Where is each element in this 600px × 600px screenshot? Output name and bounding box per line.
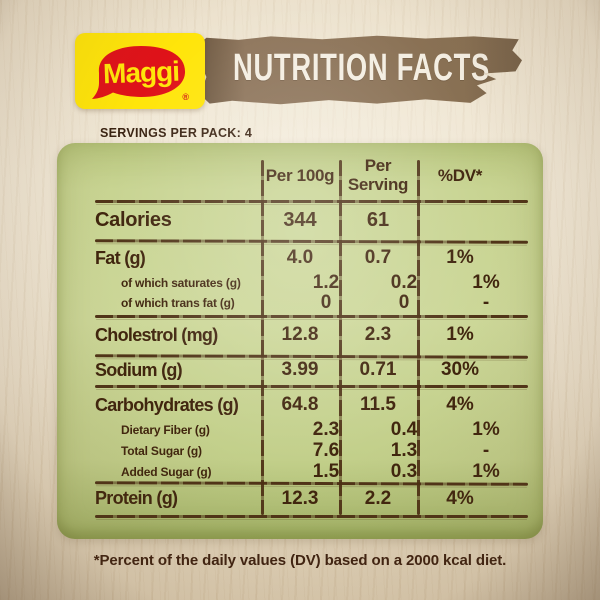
table-row: Calories 344 61 — [57, 200, 543, 240]
row-label: Calories — [95, 208, 172, 231]
grid-line-horizontal — [95, 315, 528, 318]
value-dv: 30% — [440, 359, 480, 380]
row-label: Fat (g) — [95, 247, 146, 268]
value-per-100g: 0 — [320, 292, 332, 313]
table-row: Dietary Fiber (g) 2.3 0.4 1% — [57, 419, 543, 441]
grid-line-vertical — [417, 160, 420, 515]
table-row: Protein (g) 12.3 2.2 4% — [57, 482, 543, 515]
title-banner: NUTRITION FACTS — [200, 35, 522, 105]
page-title: NUTRITION FACTS — [232, 47, 490, 89]
table-row: of which saturates (g) 1.2 0.2 1% — [57, 272, 543, 294]
value-per-100g: 3.99 — [281, 359, 319, 380]
value-per-serving: 0.7 — [364, 247, 392, 268]
value-dv: - — [482, 292, 490, 313]
value-per-100g: 1.5 — [312, 461, 340, 482]
value-per-serving: 0.3 — [390, 461, 418, 482]
value-dv: 1% — [472, 419, 500, 440]
table-row: Added Sugar (g) 1.5 0.3 1% — [57, 461, 543, 483]
grid-line-horizontal — [95, 385, 528, 388]
table-row: Fat (g) 4.0 0.7 1% — [57, 243, 543, 273]
nutrition-table-panel: Per 100g Per Serving %DV* Calories 344 61 F… — [57, 143, 543, 539]
column-header-dv: %DV* — [437, 165, 483, 185]
value-dv: 1% — [472, 461, 500, 482]
value-per-100g: 344 — [283, 208, 317, 231]
row-label: of which saturates (g) — [121, 276, 241, 290]
value-per-serving: 2.2 — [364, 487, 392, 509]
value-dv: - — [482, 440, 490, 461]
value-per-serving: 0.71 — [359, 359, 397, 380]
servings-per-pack-label: SERVINGS PER PACK: 4 — [100, 126, 253, 140]
column-header-per-serving: Per Serving — [347, 156, 409, 194]
row-label: Protein (g) — [95, 488, 178, 508]
column-header-per-100g: Per 100g — [265, 165, 335, 185]
value-per-serving: 61 — [366, 208, 390, 231]
grid-line-horizontal — [95, 200, 528, 203]
value-per-serving: 0.4 — [390, 419, 418, 440]
value-per-serving: 0.2 — [390, 272, 418, 293]
value-per-100g: 1.2 — [312, 272, 340, 293]
maggi-blob-icon: Maggi — [92, 46, 186, 99]
value-dv: 1% — [446, 247, 474, 268]
maggi-logo: Maggi ® — [75, 33, 205, 109]
value-per-100g: 12.8 — [281, 324, 319, 345]
row-label: of which trans fat (g) — [121, 296, 235, 310]
value-dv: 1% — [472, 272, 500, 293]
grid-line-horizontal — [95, 515, 528, 518]
value-per-serving: 11.5 — [360, 394, 396, 415]
maggi-logo-text: Maggi — [103, 56, 180, 90]
value-dv: 4% — [446, 487, 474, 509]
value-per-100g: 4.0 — [286, 247, 314, 268]
daily-values-footnote: *Percent of the daily values (DV) based … — [93, 552, 507, 569]
value-per-100g: 12.3 — [281, 487, 319, 509]
value-per-100g: 2.3 — [312, 419, 340, 440]
grid-line-vertical — [261, 160, 264, 515]
table-row: Sodium (g) 3.99 0.71 30% — [57, 355, 543, 385]
row-label: Cholestrol (mg) — [95, 324, 218, 345]
row-label: Added Sugar (g) — [121, 465, 212, 479]
table-row: Total Sugar (g) 7.6 1.3 - — [57, 440, 543, 462]
table-row: Cholestrol (mg) 12.8 2.3 1% — [57, 315, 543, 355]
table-header-row: Per 100g Per Serving %DV* — [57, 151, 543, 200]
value-dv: 4% — [446, 394, 474, 415]
value-per-serving: 0 — [398, 292, 410, 313]
value-per-serving: 1.3 — [390, 440, 418, 461]
value-per-serving: 2.3 — [364, 324, 392, 345]
row-label: Dietary Fiber (g) — [121, 423, 210, 437]
grid-line-vertical — [339, 160, 342, 515]
value-per-100g: 7.6 — [312, 440, 340, 461]
registered-mark-icon: ® — [182, 92, 189, 102]
table-row: of which trans fat (g) 0 0 - — [57, 292, 543, 314]
value-dv: 1% — [446, 324, 474, 345]
row-label: Carbohydrates (g) — [95, 394, 239, 415]
row-label: Sodium (g) — [95, 359, 183, 380]
table-row: Carbohydrates (g) 64.8 11.5 4% — [57, 390, 543, 420]
row-label: Total Sugar (g) — [121, 444, 202, 458]
value-per-100g: 64.8 — [281, 394, 319, 415]
